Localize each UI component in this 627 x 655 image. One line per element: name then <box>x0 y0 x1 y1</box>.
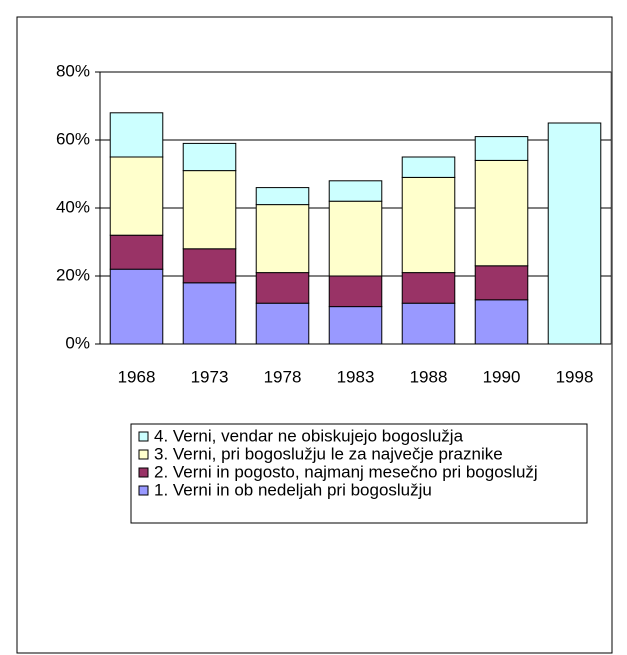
legend-swatch <box>138 449 149 460</box>
x-tick-label: 1973 <box>191 367 229 386</box>
bar-segment <box>328 275 383 308</box>
bar-segment <box>547 122 602 345</box>
bar-segment <box>401 176 456 274</box>
y-tick-label: 20% <box>56 265 90 284</box>
y-tick-label: 80% <box>56 61 90 80</box>
legend: 1. Verni in ob nedeljah pri bogoslužju2.… <box>138 426 538 499</box>
bar-segment <box>109 234 164 270</box>
bar-segment <box>109 268 164 345</box>
bar-segment <box>109 112 164 158</box>
bar-segment <box>401 156 456 178</box>
bar-segment <box>401 302 456 345</box>
bar-segment <box>109 156 164 236</box>
legend-swatch <box>138 485 149 496</box>
x-tick-label: 1990 <box>483 367 521 386</box>
bar-segment <box>255 302 310 345</box>
bar-segment <box>328 180 383 202</box>
y-tick-label: 40% <box>56 197 90 216</box>
x-tick-label: 1968 <box>118 367 156 386</box>
legend-label: 1. Verni in ob nedeljah pri bogoslužju <box>154 480 432 499</box>
x-tick-label: 1998 <box>556 367 594 386</box>
bar-segment <box>182 282 237 345</box>
bar-segment <box>182 142 237 172</box>
bar-segment <box>255 272 310 304</box>
legend-swatch <box>138 467 149 478</box>
y-tick-label: 60% <box>56 129 90 148</box>
bar-segment <box>401 272 456 304</box>
bar-segment <box>182 248 237 284</box>
legend-label: 3. Verni, pri bogoslužju le za največje … <box>154 444 503 463</box>
bar-segment <box>474 136 529 161</box>
bar-segment <box>474 265 529 301</box>
legend-label: 4. Verni, vendar ne obiskujejo bogoslužj… <box>154 426 464 445</box>
legend-label: 2. Verni in pogosto, najmanj mesečno pri… <box>154 462 538 481</box>
bar-segment <box>328 306 383 345</box>
bar-segment <box>255 204 310 274</box>
x-tick-label: 1978 <box>264 367 302 386</box>
bar-segment <box>474 159 529 267</box>
bar-segment <box>182 170 237 250</box>
legend-box <box>130 423 588 524</box>
legend-swatch <box>138 431 149 442</box>
x-tick-label: 1983 <box>337 367 375 386</box>
bar-segment <box>328 200 383 277</box>
bar-segment <box>474 299 529 345</box>
y-tick-label: 0% <box>65 333 90 352</box>
bar-segment <box>255 187 310 206</box>
x-tick-label: 1988 <box>410 367 448 386</box>
